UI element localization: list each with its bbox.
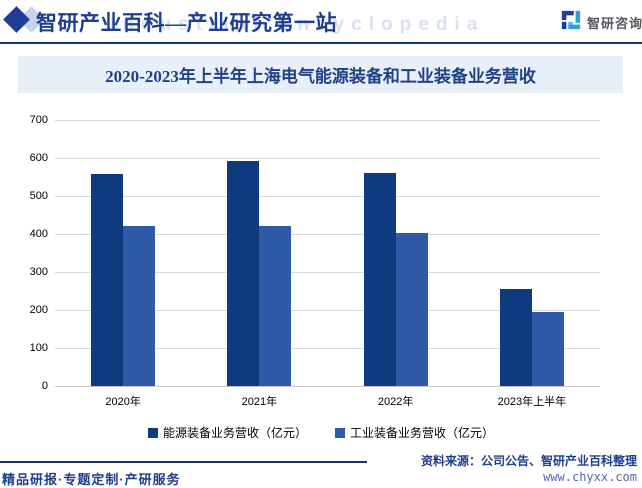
legend-swatch-icon xyxy=(147,427,158,438)
y-axis-tick-label: 500 xyxy=(29,190,48,202)
bar-chart: 0 100 200 300 400 500 600 700 2020年 2021年 2022年 202… xyxy=(0,95,642,423)
gridline xyxy=(55,310,600,311)
data-source-note: 资料来源：公司公告、智研产业百科整理 xyxy=(420,454,637,468)
bar-s2-2022年 xyxy=(395,232,428,386)
y-axis-tick-label: 200 xyxy=(29,304,48,316)
bar-s2-2023年上半年 xyxy=(531,312,564,386)
bar-group-2020年 xyxy=(55,120,191,386)
chart-title: 2020-2023年上半年上海电气能源装备和工业装备业务营收 xyxy=(105,67,536,86)
corner-logo-text: 智研咨询 xyxy=(587,16,642,31)
x-axis-label: 2022年 xyxy=(377,396,414,408)
y-axis-tick-label: 600 xyxy=(29,152,48,164)
chart-title-band: 2020-2023年上半年上海电气能源装备和工业装备业务营收 xyxy=(18,56,623,93)
y-axis-tick-label: 300 xyxy=(29,266,48,278)
footer-divider xyxy=(0,461,367,463)
y-axis-tick-label: 700 xyxy=(29,114,48,126)
header: Industrial Encyclopedia 智研产业百科—产业研究第一站 智… xyxy=(0,0,642,42)
x-axis-label: 2023年上半年 xyxy=(497,396,567,408)
gridline xyxy=(55,348,600,349)
legend-swatch-icon xyxy=(335,427,345,438)
gridline xyxy=(55,120,600,121)
zhiyan-logo-icon xyxy=(561,10,581,30)
legend-label: 工业装备业务营收（亿元） xyxy=(350,426,495,440)
header-divider xyxy=(0,42,642,44)
bar-s1-2022年 xyxy=(363,172,396,386)
gridline xyxy=(55,386,600,387)
y-axis-tick-label: 400 xyxy=(29,228,48,240)
brand-title: 智研产业百科—产业研究第一站 xyxy=(36,11,337,35)
gridline xyxy=(55,272,600,273)
bar-group-2022年 xyxy=(328,120,464,386)
gridline xyxy=(55,196,600,197)
x-axis-label: 2021年 xyxy=(241,396,278,408)
bar-s1-2020年 xyxy=(91,173,124,386)
gridline xyxy=(55,234,600,235)
bar-s2-2020年 xyxy=(123,226,156,386)
footer-tagline: 精品研报·专题定制·产研服务 xyxy=(2,472,181,487)
bar-group-2023年上半年 xyxy=(464,120,600,386)
bar-s1-2021年 xyxy=(227,160,260,386)
legend-item-1: 能源装备业务营收（亿元） xyxy=(147,424,307,441)
gridline xyxy=(55,158,600,159)
legend-item-2: 工业装备业务营收（亿元） xyxy=(335,424,494,441)
website-url: www.chyxx.com xyxy=(543,470,637,484)
chart-legend: 能源装备业务营收（亿元） 工业装备业务营收（亿元） xyxy=(0,424,642,441)
brand-watermark: Industrial Encyclopedia xyxy=(110,14,485,35)
bar-s1-2023年上半年 xyxy=(499,289,532,386)
y-axis-tick-label: 100 xyxy=(29,342,48,354)
bar-group-2021年 xyxy=(191,120,327,386)
bar-s2-2021年 xyxy=(259,225,292,386)
legend-label: 能源装备业务营收（亿元） xyxy=(162,426,307,440)
x-axis-label: 2020年 xyxy=(105,396,141,408)
y-axis-tick-label: 0 xyxy=(41,380,48,392)
